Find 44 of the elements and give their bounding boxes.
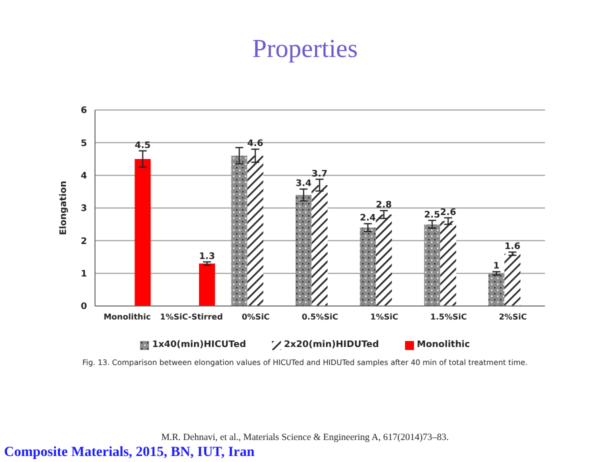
bar <box>199 264 215 306</box>
y-tick-label: 2 <box>80 236 87 247</box>
y-tick-label: 0 <box>80 302 87 312</box>
bar <box>440 221 456 306</box>
data-label: 2.5 <box>424 210 440 220</box>
text: M.R. Dehnavi, et al., Materials Science & Engineering A, 617(2014)73–83. <box>160 433 450 443</box>
data-label: 3.4 <box>296 179 312 190</box>
data-label: 3.7 <box>312 169 328 180</box>
bar <box>360 228 376 306</box>
x-tick-label: 1.5%SiC <box>430 312 467 322</box>
y-tick-label: 4 <box>80 172 87 182</box>
text: Composite Materials, 2015, BN, IUT, Iran <box>4 445 255 461</box>
legend-label: 2x20(min)HIDUTed <box>284 340 379 350</box>
bar <box>376 214 392 306</box>
data-label: 1.6 <box>504 242 520 252</box>
data-label: 2.4 <box>360 214 376 224</box>
y-tick-label: 5 <box>80 138 87 149</box>
data-label: 4.5 <box>134 140 151 151</box>
x-tick-label: 2%SiC <box>498 312 527 322</box>
data-label: 1 <box>493 262 500 272</box>
y-tick-label: 3 <box>80 204 87 214</box>
x-tick-label: 1%SiC-Stirred <box>160 312 224 322</box>
x-tick-label: Monolithic <box>104 312 151 322</box>
chart-title: Properties <box>251 34 359 64</box>
y-tick-label: 1 <box>80 270 87 280</box>
bar <box>424 224 440 306</box>
data-label: 2.6 <box>440 208 456 218</box>
data-label: 2.8 <box>376 200 392 211</box>
bar <box>312 185 328 306</box>
y-axis-title: Elongation <box>59 180 70 236</box>
data-label: 4.6 <box>247 139 264 150</box>
legend-label: Monolithic <box>416 340 470 350</box>
x-tick-label: 1%SiC <box>370 312 398 322</box>
bar <box>134 159 151 306</box>
x-tick-label: 0%SiC <box>242 312 270 322</box>
bar <box>247 156 264 306</box>
y-tick-label: 6 <box>80 106 87 116</box>
bar <box>488 273 504 306</box>
bar <box>296 194 312 306</box>
legend-label: 1x40(min)HICUTed <box>152 340 246 350</box>
x-tick-label: 0.5%SiC <box>302 312 338 322</box>
data-label: 1.3 <box>199 252 215 262</box>
bar <box>231 156 248 306</box>
bar <box>504 254 520 306</box>
